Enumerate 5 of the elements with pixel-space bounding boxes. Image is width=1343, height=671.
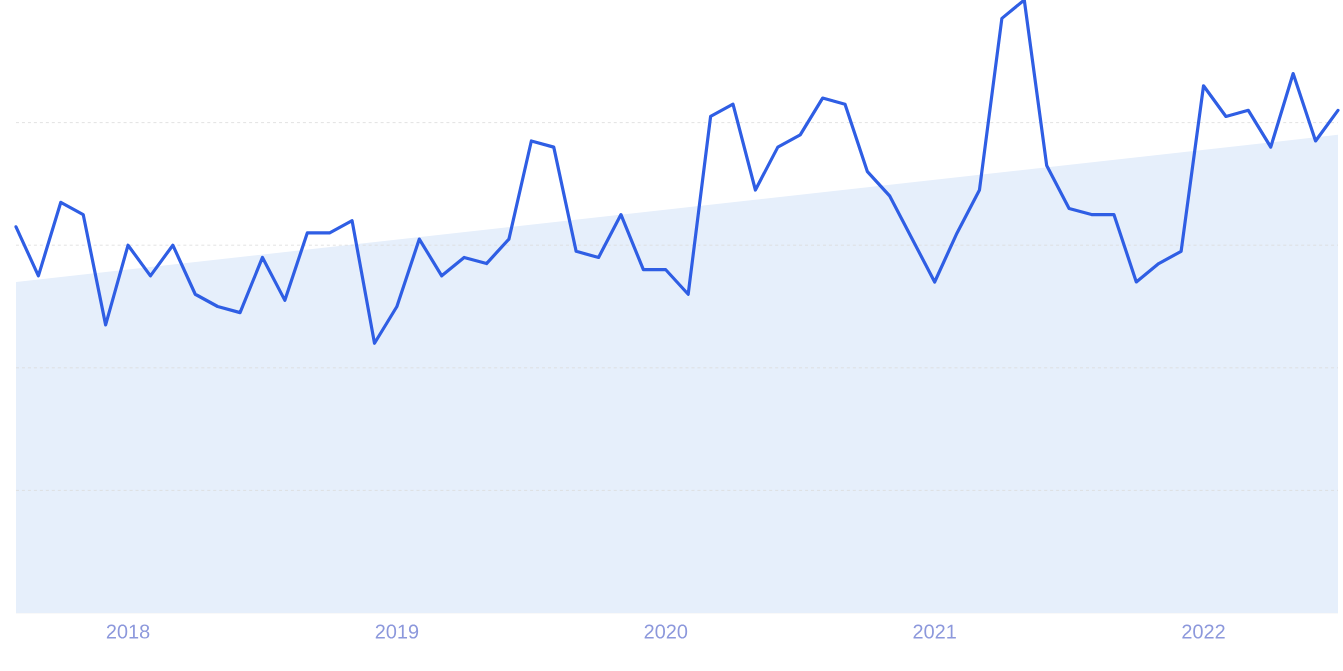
x-tick-label: 2019: [375, 624, 419, 639]
x-tick-label: 2021: [913, 624, 956, 639]
x-tick-label: 2018: [106, 624, 150, 639]
x-tick-label: 2020: [644, 624, 688, 639]
x-tick-label: 2022: [1182, 624, 1225, 639]
